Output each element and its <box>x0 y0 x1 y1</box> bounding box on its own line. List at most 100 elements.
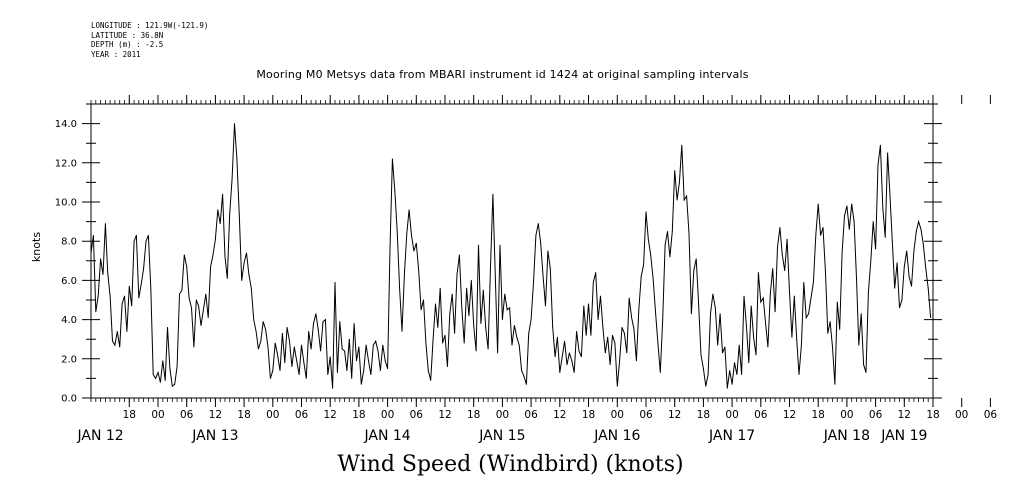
chart-title-text: Mooring M0 Metsys data from MBARI instru… <box>256 68 749 81</box>
data-point <box>322 321 324 323</box>
data-point <box>372 344 374 346</box>
data-point <box>262 321 264 323</box>
data-point <box>406 232 408 234</box>
data-point <box>602 326 604 328</box>
x-hour-tick-label: 18 <box>812 409 825 421</box>
data-point <box>899 307 900 309</box>
data-point <box>908 276 910 277</box>
data-point <box>600 295 601 297</box>
data-point <box>418 270 420 272</box>
x-hour-tick-label: 18 <box>123 409 136 421</box>
data-point <box>789 291 790 293</box>
data-point <box>202 309 204 311</box>
data-point <box>688 232 690 234</box>
x-day-label: JAN 15 <box>478 428 525 444</box>
data-point <box>535 234 537 236</box>
data-point <box>207 317 209 319</box>
y-axis-label: knots <box>30 232 43 262</box>
data-point <box>310 348 312 350</box>
data-point <box>205 293 207 295</box>
data-point <box>578 350 580 352</box>
data-point <box>420 309 422 311</box>
data-point <box>289 340 290 342</box>
data-point <box>597 319 599 321</box>
data-point <box>358 346 360 348</box>
data-point <box>891 240 893 242</box>
wind-speed-series-line <box>90 123 932 389</box>
data-point <box>528 332 530 334</box>
data-point <box>757 272 759 274</box>
data-point <box>97 295 99 297</box>
data-point <box>437 326 439 328</box>
data-point <box>726 387 728 389</box>
data-point <box>889 193 891 195</box>
data-point <box>116 330 118 332</box>
data-point <box>870 260 872 262</box>
data-point <box>743 295 745 297</box>
data-point <box>664 244 666 246</box>
x-day-label: JAN 19 <box>880 428 927 444</box>
data-point <box>879 144 881 146</box>
data-point <box>882 207 884 209</box>
y-tick-label: 0.0 <box>61 394 77 405</box>
data-point <box>394 189 396 191</box>
data-point <box>903 266 905 268</box>
data-point <box>272 370 274 372</box>
data-point <box>554 356 556 358</box>
data-point <box>368 360 369 362</box>
data-point <box>875 248 877 250</box>
data-point <box>729 370 731 372</box>
data-point <box>540 242 542 244</box>
data-point <box>296 360 298 362</box>
x-hour-tick-label: 12 <box>324 409 337 421</box>
x-day-label: JAN 17 <box>708 428 755 444</box>
data-point <box>836 301 838 303</box>
data-point <box>623 332 625 334</box>
data-point <box>246 252 247 254</box>
data-point <box>210 266 212 268</box>
data-point <box>848 228 850 230</box>
data-point <box>339 321 341 323</box>
data-point <box>657 342 659 344</box>
x-hour-tick-label: 12 <box>209 409 222 421</box>
data-point <box>844 215 845 217</box>
data-point <box>399 287 401 289</box>
data-point <box>784 270 786 272</box>
variable-title: Wind Speed (Windbird) (knots) <box>0 452 1009 477</box>
data-point <box>748 362 750 364</box>
data-point <box>200 325 202 326</box>
data-point <box>95 311 97 313</box>
latitude-label: LATITUDE : 36.8N <box>91 30 164 40</box>
data-point <box>877 164 879 166</box>
data-point <box>238 215 240 217</box>
data-point <box>812 281 814 283</box>
data-point <box>767 346 769 348</box>
data-point <box>815 234 817 236</box>
data-point <box>435 303 436 305</box>
data-point <box>353 323 355 324</box>
data-point <box>133 240 135 242</box>
data-point <box>229 213 231 215</box>
data-point <box>147 234 149 236</box>
data-point <box>439 287 441 289</box>
data-point <box>800 344 802 346</box>
data-point <box>832 346 833 348</box>
data-point <box>769 293 771 295</box>
data-point <box>774 311 776 313</box>
data-point <box>523 375 525 377</box>
data-point <box>681 144 683 146</box>
data-point <box>583 305 585 307</box>
data-point <box>475 350 477 352</box>
data-point <box>341 348 343 350</box>
data-point <box>700 354 702 356</box>
data-point <box>867 291 869 293</box>
data-point <box>351 377 353 379</box>
data-point <box>214 238 216 240</box>
data-point <box>425 342 427 344</box>
data-point <box>324 319 326 321</box>
data-point <box>753 336 755 338</box>
y-tick-label: 4.0 <box>61 315 77 326</box>
data-point <box>401 330 403 332</box>
data-point <box>590 334 592 336</box>
